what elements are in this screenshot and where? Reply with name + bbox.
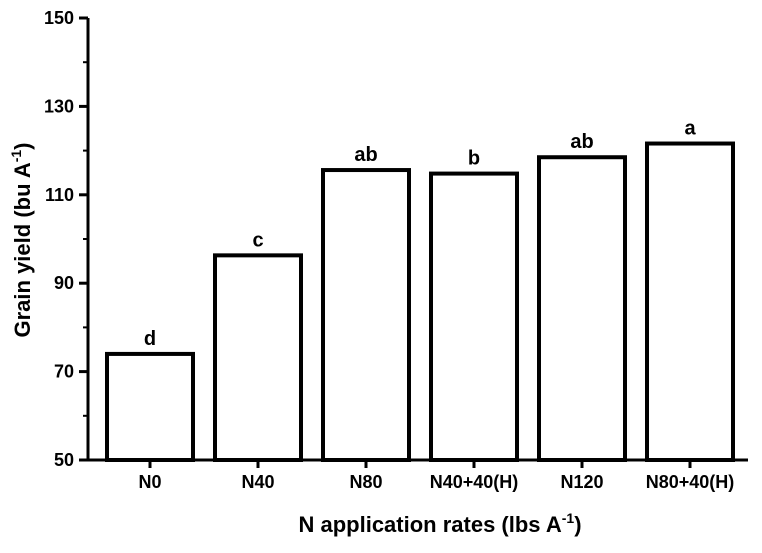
bar-data-label: d [144, 328, 156, 350]
x-axis-title: N application rates (lbs A-1) [298, 510, 581, 537]
bar [537, 155, 627, 462]
x-tick-label: N40+40(H) [430, 472, 519, 492]
x-tick-label: N80 [349, 472, 382, 492]
x-axis-title-sup: -1 [562, 510, 575, 526]
y-axis-title-main: Grain yield (bu A [10, 162, 35, 337]
x-axis-title-end: ) [574, 512, 581, 537]
y-tick-label: 90 [54, 273, 74, 293]
y-axis-title-sup: -1 [8, 150, 24, 163]
data-labels: d c ab b ab a [144, 118, 697, 350]
bar [321, 168, 411, 462]
x-tick-label: N40 [241, 472, 274, 492]
x-tick-labels: N0 N40 N80 N40+40(H) N120 N80+40(H) [138, 460, 734, 492]
x-tick-label: N80+40(H) [646, 472, 735, 492]
y-tick-label: 110 [45, 185, 74, 205]
y-axis-title: Grain yield (bu A-1) [8, 143, 35, 338]
y-axis-title-end: ) [10, 143, 35, 150]
y-tick-label: 70 [54, 362, 74, 382]
y-axis-ticks: 50 70 90 110 130 150 [44, 8, 88, 470]
x-axis-title-main: N application rates (lbs A [298, 512, 561, 537]
x-tick-label: N0 [138, 472, 161, 492]
bar-data-label: ab [354, 144, 377, 166]
x-tick-label: N120 [560, 472, 603, 492]
bar-data-label: ab [570, 131, 593, 153]
bar [429, 171, 519, 462]
bar [105, 351, 195, 463]
bars [105, 141, 735, 463]
bar-data-label: c [252, 229, 263, 251]
y-tick-label: 150 [44, 8, 74, 28]
bar-data-label: b [468, 148, 480, 170]
y-tick-label: 130 [44, 96, 74, 116]
bar [213, 253, 303, 462]
y-tick-label: 50 [54, 450, 74, 470]
bar-data-label: a [684, 118, 696, 140]
bar [645, 141, 735, 462]
